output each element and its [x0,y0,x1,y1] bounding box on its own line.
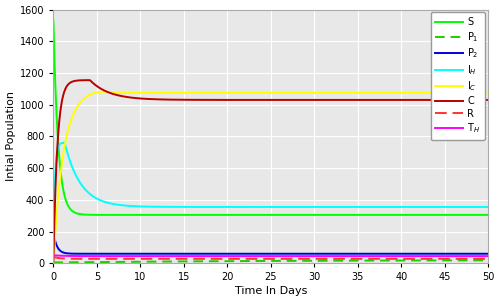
T$_H$ [396,254,402,258]
S [373,213,379,217]
S [308,213,314,217]
P$_2$ [50,230,56,234]
I$_H$ [208,205,214,209]
P$_2$ [308,252,314,255]
S [72,211,78,215]
R [326,257,332,261]
T$_H$ [208,254,214,258]
C [308,98,314,102]
P$_2$ [208,252,214,255]
I$_H$ [396,205,402,209]
Legend: S, P$_1$, P$_2$, I$_H$, I$_C$, C, R, T$_H$: S, P$_1$, P$_2$, I$_H$, I$_C$, C, R, T$_… [430,12,486,140]
T$_H$ [430,254,436,258]
T$_H$ [373,254,379,258]
P$_1$ [326,259,332,262]
S [50,19,56,22]
I$_C$ [208,91,214,95]
R [373,257,379,261]
S [326,213,332,217]
P$_2$ [326,252,332,255]
I$_H$ [50,261,56,264]
T$_H$ [50,253,56,257]
I$_H$ [308,205,314,209]
C [50,261,56,264]
T$_H$ [486,254,492,258]
C [208,98,214,102]
Line: C: C [54,80,488,262]
I$_C$ [100,90,106,94]
C [396,98,402,102]
P$_1$ [308,259,314,262]
C [326,98,332,102]
P$_2$ [183,252,189,255]
S [396,213,402,217]
Line: P$_2$: P$_2$ [54,232,488,254]
C [486,98,492,102]
P$_1$ [373,259,379,262]
T$_H$ [72,254,78,258]
Line: R: R [54,257,488,259]
P$_1$ [208,259,214,263]
I$_H$ [486,205,492,209]
Line: I$_H$: I$_H$ [54,143,488,262]
S [486,213,492,217]
Y-axis label: Intial Population: Intial Population [6,92,16,182]
P$_2$ [72,252,78,255]
I$_H$ [373,205,379,209]
I$_H$ [72,172,78,176]
Line: P$_1$: P$_1$ [54,260,488,262]
P$_2$ [486,252,492,255]
T$_H$ [308,254,314,258]
P$_2$ [396,252,402,255]
I$_C$ [50,262,56,265]
P$_1$ [486,259,492,262]
S [236,213,242,217]
R [262,257,268,261]
Line: T$_H$: T$_H$ [54,255,488,256]
I$_C$ [373,91,379,95]
T$_H$ [326,254,332,258]
R [208,257,214,261]
I$_C$ [396,91,402,95]
S [208,213,214,217]
R [396,257,402,261]
C [72,79,78,83]
I$_C$ [72,108,78,112]
I$_C$ [486,91,492,95]
R [486,257,492,261]
P$_1$ [396,259,402,262]
C [87,78,93,82]
I$_H$ [326,205,332,209]
P$_2$ [373,252,379,255]
Line: S: S [54,21,488,215]
I$_C$ [326,91,332,95]
X-axis label: Time In Days: Time In Days [234,286,307,297]
Line: I$_C$: I$_C$ [54,92,488,263]
I$_H$ [62,141,68,145]
R [50,255,56,259]
I$_C$ [308,91,314,95]
P$_1$ [72,260,78,264]
P$_1$ [50,261,56,264]
R [308,257,314,261]
C [373,98,379,102]
R [72,257,78,261]
